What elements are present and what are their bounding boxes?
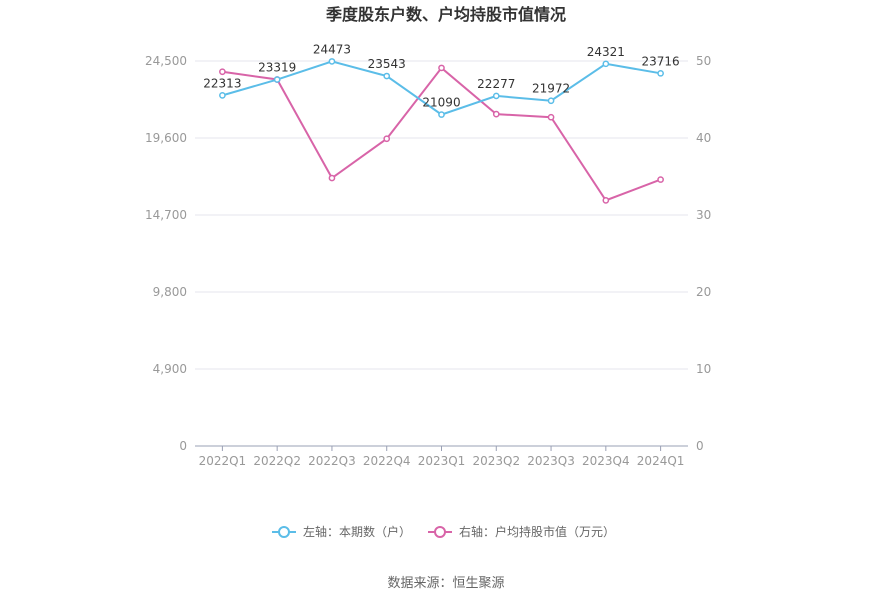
data-point bbox=[273, 76, 281, 83]
data-label: 24473 bbox=[313, 42, 351, 56]
x-tick-label: 2023Q1 bbox=[418, 454, 466, 468]
right-tick-label: 10 bbox=[696, 362, 711, 376]
series-line bbox=[222, 66, 661, 202]
data-point bbox=[328, 174, 336, 182]
data-point bbox=[602, 60, 610, 68]
right-tick-label: 20 bbox=[696, 285, 711, 299]
data-point bbox=[657, 176, 664, 183]
x-tick-label: 2022Q4 bbox=[363, 454, 411, 468]
data-point bbox=[492, 92, 500, 100]
left-tick-label: 14,700 bbox=[145, 208, 187, 222]
grid-lines bbox=[195, 60, 688, 447]
right-tick-label: 50 bbox=[696, 54, 711, 68]
data-label: 21972 bbox=[532, 82, 570, 96]
x-tick-label: 2022Q2 bbox=[253, 454, 301, 468]
right-axis-ticks: 0 10 20 30 40 50 bbox=[696, 54, 711, 453]
x-tick-label: 2023Q3 bbox=[527, 454, 575, 468]
legend-label: 左轴：本期数（户） bbox=[303, 524, 411, 539]
x-axis-ticks: 2022Q1 2022Q2 2022Q3 2022Q4 2023Q1 2023Q2 2023… bbox=[199, 446, 685, 468]
left-tick-label: 4,900 bbox=[153, 362, 187, 376]
x-tick-label: 2022Q3 bbox=[308, 454, 356, 468]
data-label: 24321 bbox=[587, 45, 625, 59]
data-point bbox=[602, 197, 610, 204]
data-point bbox=[547, 97, 555, 105]
data-point bbox=[383, 72, 391, 80]
data-point bbox=[657, 69, 664, 77]
source-note: 数据来源：恒生聚源 bbox=[387, 576, 504, 591]
legend-marker bbox=[278, 526, 290, 538]
left-axis-ticks: 0 4,900 9,800 14,700 19,600 24,500 bbox=[145, 54, 187, 453]
x-tick-label: 2022Q1 bbox=[199, 454, 247, 468]
data-point bbox=[219, 68, 226, 76]
data-point bbox=[383, 135, 391, 143]
data-point bbox=[219, 92, 226, 99]
data-point bbox=[492, 110, 500, 118]
left-tick-label: 0 bbox=[179, 439, 187, 453]
data-label: 22277 bbox=[477, 77, 515, 91]
chart-title: 季度股东户数、户均持股市值情况 bbox=[325, 5, 566, 24]
data-point bbox=[438, 111, 445, 118]
right-tick-label: 0 bbox=[696, 439, 704, 453]
data-point bbox=[328, 58, 336, 65]
legend-marker bbox=[434, 526, 446, 538]
data-label: 21090 bbox=[422, 96, 460, 110]
data-point bbox=[547, 113, 555, 121]
left-tick-label: 19,600 bbox=[145, 131, 187, 145]
right-tick-label: 30 bbox=[696, 208, 711, 222]
left-tick-label: 9,800 bbox=[153, 285, 187, 299]
data-labels: 22313 23319 24473 23543 21090 22277 21972 24321… bbox=[203, 42, 679, 109]
data-label: 23319 bbox=[258, 61, 296, 75]
left-tick-label: 24,500 bbox=[145, 54, 187, 68]
data-label: 23716 bbox=[642, 54, 680, 68]
x-tick-label: 2023Q2 bbox=[472, 454, 520, 468]
x-tick-label: 2024Q1 bbox=[637, 454, 685, 468]
data-label: 22313 bbox=[203, 76, 241, 90]
data-label: 23543 bbox=[368, 57, 406, 71]
right-tick-label: 40 bbox=[696, 131, 711, 145]
series-lines bbox=[219, 58, 664, 204]
legend-label: 右轴：户均持股市值（万元） bbox=[459, 524, 615, 539]
data-point bbox=[438, 64, 445, 72]
legend: 左轴：本期数（户） 右轴：户均持股市值（万元） bbox=[272, 524, 615, 539]
x-tick-label: 2023Q4 bbox=[582, 454, 630, 468]
